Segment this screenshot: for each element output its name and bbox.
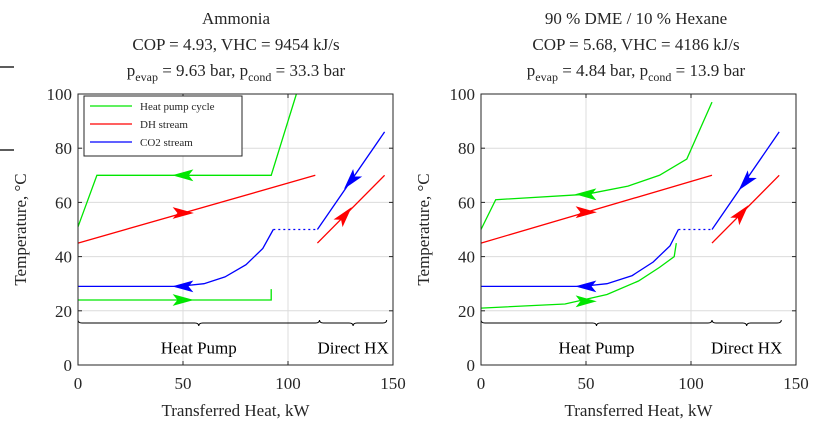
y-tick-label: 0 [467, 356, 476, 375]
series-co2-stream-line [481, 229, 679, 288]
axis-ticks: 0 50 100 150 0 20 40 60 80 100 [47, 85, 406, 393]
y-tick-label: 20 [55, 302, 72, 321]
series-dh-stream-arrow [333, 207, 352, 228]
x-tick-label: 150 [783, 374, 809, 393]
series-co2-stream-arrow [738, 170, 757, 191]
legend-entry: CO2 stream [140, 137, 193, 149]
x-tick-label: 0 [477, 374, 486, 393]
y-tick-label: 100 [47, 85, 73, 104]
y-axis-label: Temperature, °C [11, 173, 30, 285]
region-brace [711, 319, 782, 327]
series-heat-pump-cycle-line [78, 289, 272, 301]
plot-series [480, 101, 780, 309]
x-tick-label: 0 [74, 374, 83, 393]
chart-panel-ammonia: Ammonia COP = 4.93, VHC = 9454 kJ/s peva… [11, 9, 406, 420]
series-dh-stream-line [480, 174, 713, 244]
legend: Heat pump cycle DH stream CO2 stream [83, 95, 243, 157]
y-tick-label: 60 [458, 193, 475, 212]
plot-series [77, 93, 386, 306]
axes-frame [77, 93, 394, 366]
region-brackets: Heat Pump Direct HX [77, 319, 389, 358]
y-axis-label: Temperature, °C [414, 173, 433, 285]
chart-title-line-3: pevap = 9.63 bar, pcond = 33.3 bar [127, 61, 346, 84]
x-tick-label: 50 [578, 374, 595, 393]
x-tick-label: 100 [275, 374, 301, 393]
series-dh-stream-line [77, 174, 316, 244]
series-heat-pump-cycle-arrow [575, 295, 597, 308]
chart-title-line-2: COP = 4.93, VHC = 9454 kJ/s [132, 35, 339, 54]
axis-ticks: 0 50 100 150 0 20 40 60 80 100 [450, 85, 809, 393]
y-tick-label: 100 [450, 85, 476, 104]
series-heat-pump-cycle-arrow [172, 294, 194, 306]
y-tick-label: 40 [458, 248, 475, 267]
region-label: Direct HX [711, 339, 782, 358]
x-axis-label: Transferred Heat, kW [161, 401, 310, 420]
y-tick-label: 60 [55, 193, 72, 212]
region-brackets: Heat Pump Direct HX [480, 319, 782, 358]
chart-title-line-3: pevap = 4.84 bar, pcond = 13.9 bar [527, 61, 746, 84]
series-dh-stream-arrow [730, 205, 749, 226]
x-tick-label: 150 [380, 374, 406, 393]
series-dh-stream-line [316, 174, 386, 244]
chart-panel-dme-hexane: 90 % DME / 10 % Hexane COP = 5.68, VHC =… [414, 9, 809, 420]
region-label: Heat Pump [558, 339, 634, 358]
series-co2-stream-arrow [172, 280, 194, 293]
chart-title-line-1: 90 % DME / 10 % Hexane [545, 9, 727, 28]
region-brace [77, 319, 320, 327]
series-heat-pump-cycle-line [480, 101, 713, 230]
x-tick-label: 100 [678, 374, 704, 393]
legend-entry: Heat pump cycle [140, 101, 215, 113]
axes-frame [480, 93, 797, 366]
series-dh-stream-arrow [172, 207, 194, 219]
y-tick-label: 40 [55, 248, 72, 267]
series-co2-stream-arrow [344, 168, 363, 190]
region-brace [319, 319, 388, 327]
series-co2-stream-arrow [575, 280, 597, 293]
series-co2-stream-line [78, 229, 274, 288]
legend-entry: DH stream [140, 119, 188, 131]
x-tick-label: 50 [175, 374, 192, 393]
y-tick-label: 0 [64, 356, 73, 375]
x-axis-label: Transferred Heat, kW [564, 401, 713, 420]
chart-title-line-2: COP = 5.68, VHC = 4186 kJ/s [532, 35, 739, 54]
region-brace [480, 319, 713, 327]
region-label: Direct HX [317, 339, 388, 358]
y-tick-label: 80 [55, 139, 72, 158]
y-tick-label: 20 [458, 302, 475, 321]
series-heat-pump-cycle-line [480, 243, 677, 309]
region-label: Heat Pump [161, 339, 237, 358]
chart-title-line-1: Ammonia [202, 9, 270, 28]
series-dh-stream-arrow [575, 206, 597, 219]
series-heat-pump-cycle-arrow [575, 188, 597, 201]
y-tick-label: 80 [458, 139, 475, 158]
series-heat-pump-cycle-arrow [172, 169, 194, 182]
